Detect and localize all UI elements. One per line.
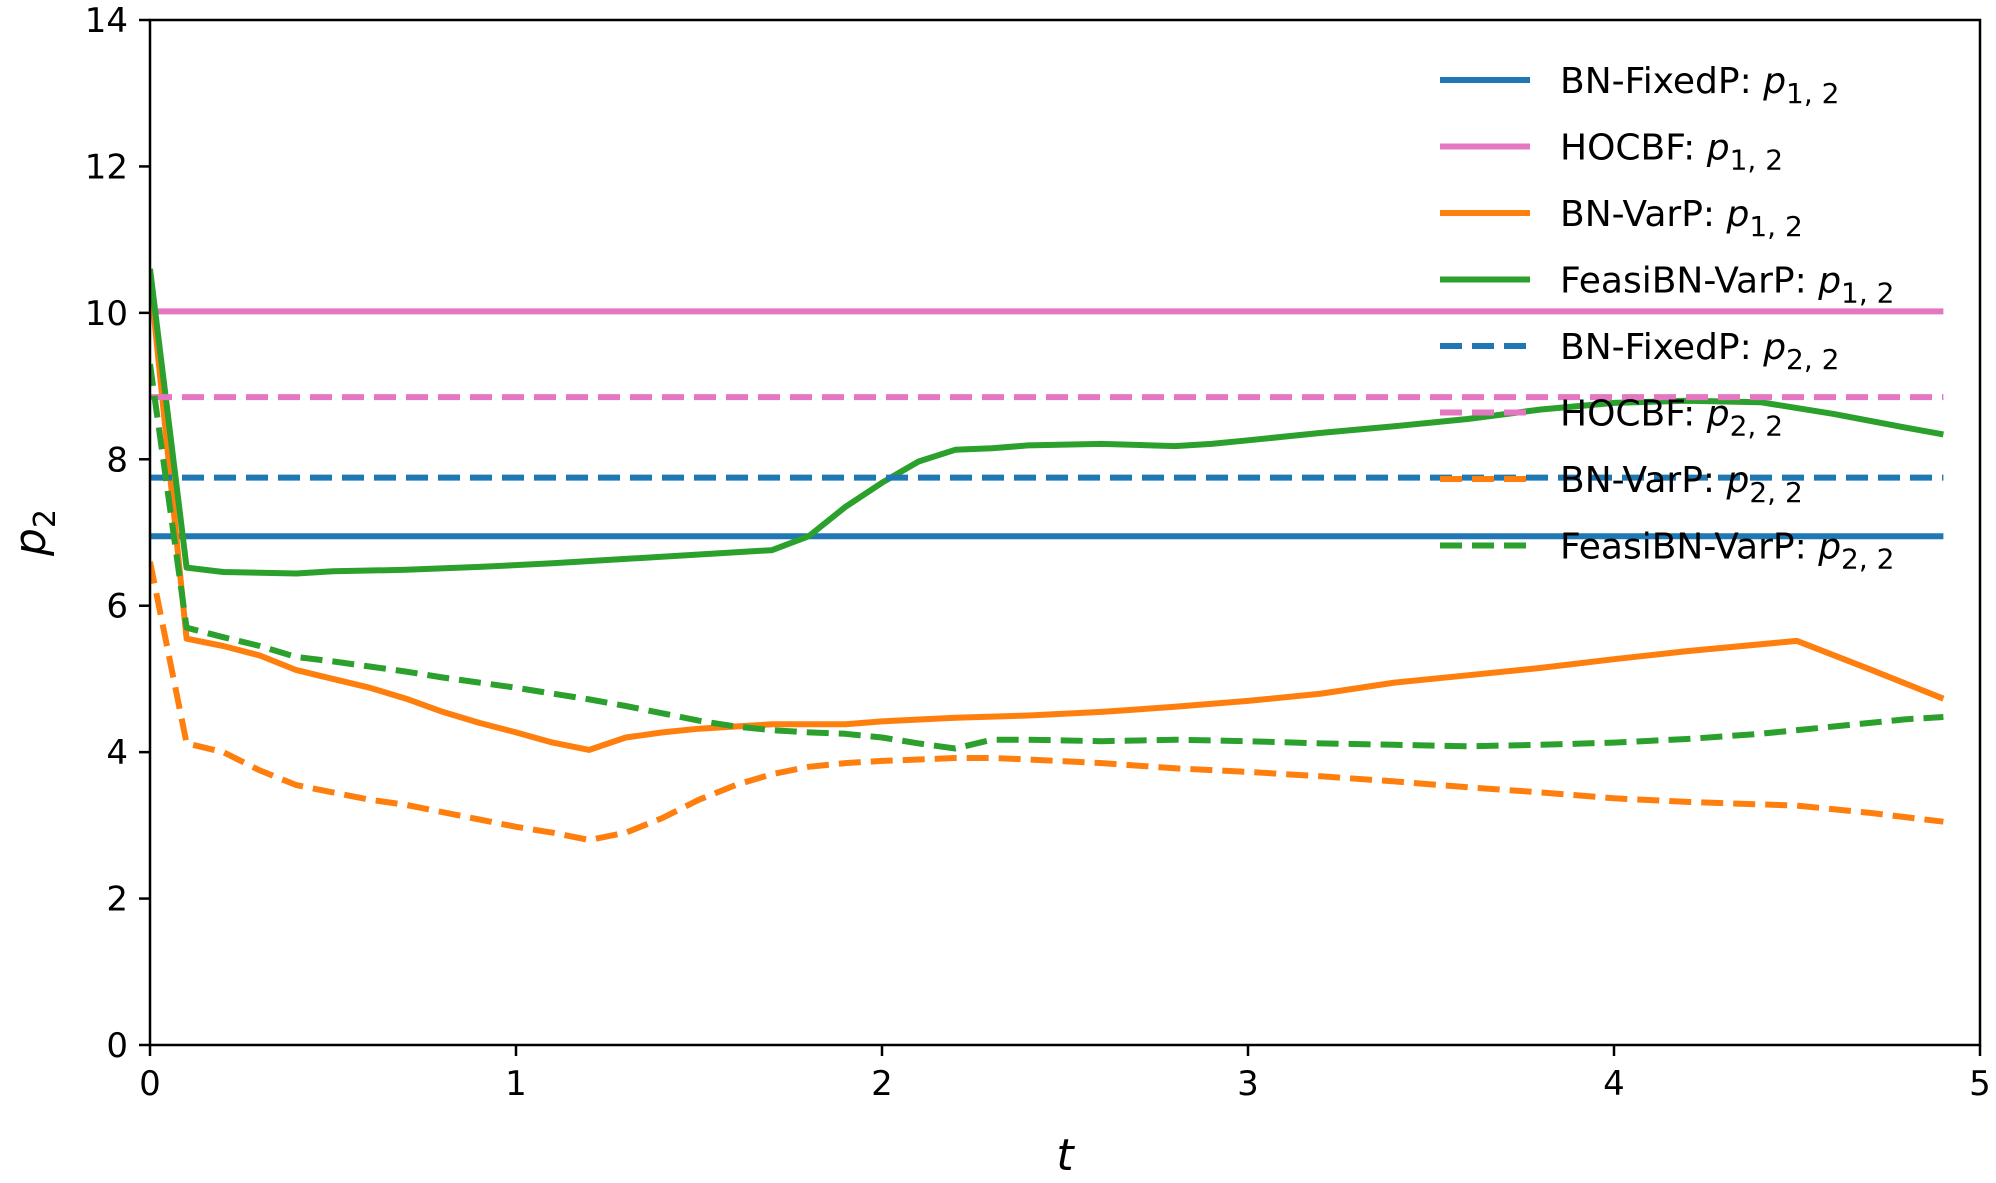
legend-entry-text: HOCBF: — [1560, 128, 1707, 169]
legend-entry-sub: 2, 2 — [1730, 410, 1783, 443]
legend-entry-text: BN-VarP: — [1560, 460, 1726, 501]
y-axis-label-sub: 2 — [28, 509, 63, 528]
x-tick-label: 0 — [139, 1064, 161, 1104]
y-axis-label: p2 — [5, 509, 63, 557]
legend-entry-sub: 1, 2 — [1786, 77, 1839, 110]
plot-lines — [150, 268, 1945, 843]
y-tick-label: 2 — [106, 880, 128, 920]
legend-entry-7: BN-VarP: p2, 2 — [1560, 460, 1803, 509]
series-line-3 — [150, 275, 1945, 753]
legend-entry-var: p — [1725, 194, 1749, 235]
legend-entry-1: BN-FixedP: p1, 2 — [1560, 61, 1839, 110]
legend-entry-5: BN-FixedP: p2, 2 — [1560, 327, 1839, 376]
legend-entry-6: HOCBF: p2, 2 — [1560, 394, 1783, 443]
legend-entry-sub: 1, 2 — [1841, 277, 1894, 310]
legend-entry-var: p — [1725, 460, 1749, 501]
legend-entry-2: HOCBF: p1, 2 — [1560, 128, 1783, 177]
series-line-8 — [150, 363, 1944, 752]
series-line-4 — [150, 268, 1944, 577]
y-tick-label: 14 — [85, 1, 128, 41]
legend-entry-8: FeasiBN-VarP: p2, 2 — [1560, 527, 1894, 576]
x-tick-label: 3 — [1237, 1064, 1259, 1104]
legend-entry-var: p — [1706, 394, 1730, 435]
legend-entry-sub: 2, 2 — [1841, 543, 1894, 576]
legend-entry-text: HOCBF: — [1560, 394, 1707, 435]
series-line-7 — [150, 561, 1944, 843]
x-axis-label: t — [1056, 1130, 1075, 1181]
legend-entry-text: FeasiBN-VarP: — [1560, 527, 1818, 568]
legend-entry-3: BN-VarP: p1, 2 — [1560, 194, 1803, 243]
y-tick-label: 0 — [106, 1026, 128, 1066]
plot-frame — [148, 18, 1982, 1047]
y-tick-label: 8 — [106, 440, 128, 480]
x-tick-label: 5 — [1969, 1064, 1991, 1104]
legend-entry-var: p — [1817, 261, 1841, 302]
legend-entry-sub: 2, 2 — [1786, 343, 1839, 376]
x-tick-label: 4 — [1603, 1064, 1625, 1104]
legend-entry-sub: 1, 2 — [1749, 210, 1802, 243]
legend-entry-var: p — [1706, 128, 1730, 169]
legend-entry-sub: 2, 2 — [1749, 476, 1802, 509]
legend-entry-text: BN-FixedP: — [1560, 327, 1763, 368]
y-tick-label: 10 — [85, 294, 128, 334]
x-tick-label: 1 — [505, 1064, 527, 1104]
legend-entry-4: FeasiBN-VarP: p1, 2 — [1560, 261, 1894, 310]
x-tick-label: 2 — [871, 1064, 893, 1104]
y-axis-label-main: p — [5, 528, 56, 557]
legend-entry-text: BN-VarP: — [1560, 194, 1726, 235]
y-tick-label: 4 — [106, 733, 128, 773]
legend-entry-text: FeasiBN-VarP: — [1560, 261, 1818, 302]
legend-entry-var: p — [1762, 61, 1786, 102]
legend-entry-text: BN-FixedP: — [1560, 61, 1763, 102]
y-tick-label: 6 — [106, 587, 128, 627]
y-tick-label: 12 — [85, 147, 128, 187]
legend-entry-sub: 1, 2 — [1730, 144, 1783, 177]
legend-entry-var: p — [1762, 327, 1786, 368]
legend-entry-var: p — [1817, 527, 1841, 568]
